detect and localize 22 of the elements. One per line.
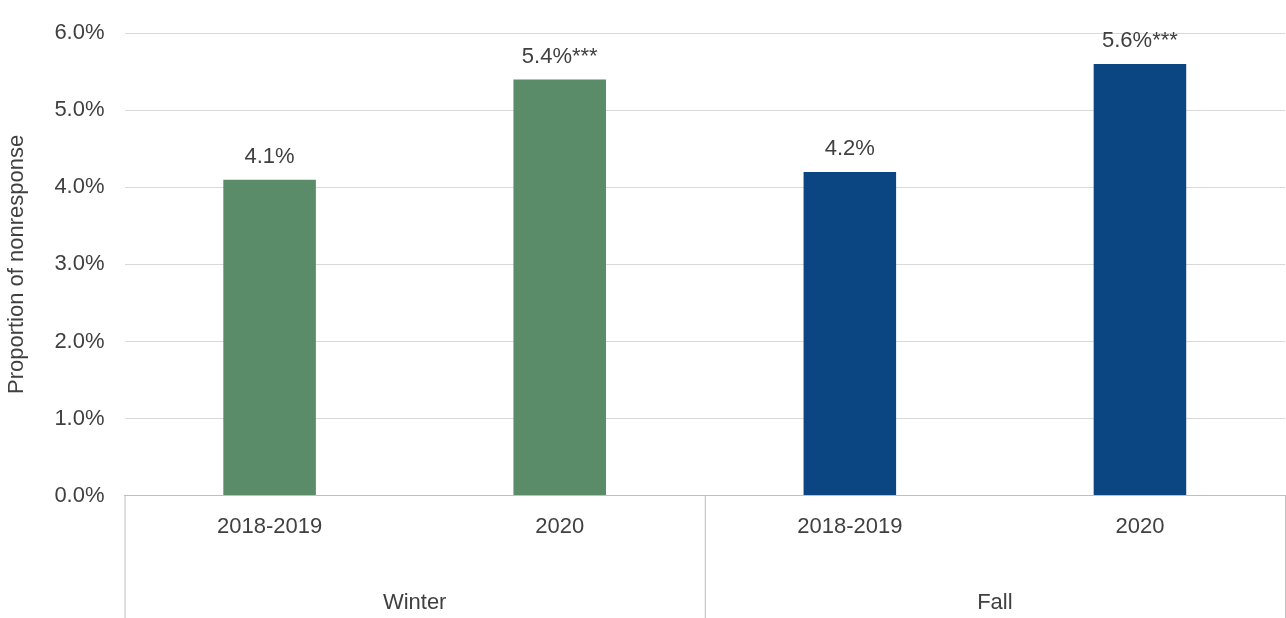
data-label: 5.4%***	[521, 42, 599, 68]
text: Winter	[382, 589, 447, 615]
y-tick-label: 1.0%	[54, 404, 105, 430]
y-tick-label: 3.0%	[54, 250, 105, 276]
y-axis-title: Proportion of nonresponse	[3, 134, 29, 395]
bar	[223, 179, 316, 496]
data-label: 4.2%	[824, 134, 875, 160]
y-tick-label: 4.0%	[54, 173, 105, 199]
x-tick-label: 2018-2019	[797, 512, 903, 538]
data-label: 4.1%	[244, 142, 295, 168]
y-tick-label: 5.0%	[54, 96, 105, 122]
x-tick-label: 2020	[1115, 512, 1165, 538]
y-tick-label: 2.0%	[54, 327, 105, 353]
x-tick-label: 2020	[535, 512, 585, 538]
x-tick-label: 2018-2019	[216, 512, 323, 538]
data-label: 5.6%***	[1102, 27, 1179, 53]
bar	[1093, 64, 1187, 496]
y-tick-label: 6.0%	[54, 19, 105, 45]
bar	[513, 79, 606, 496]
y-tick-label: 0.0%	[54, 481, 105, 507]
text: Fall	[977, 589, 1013, 615]
bar	[803, 171, 897, 496]
